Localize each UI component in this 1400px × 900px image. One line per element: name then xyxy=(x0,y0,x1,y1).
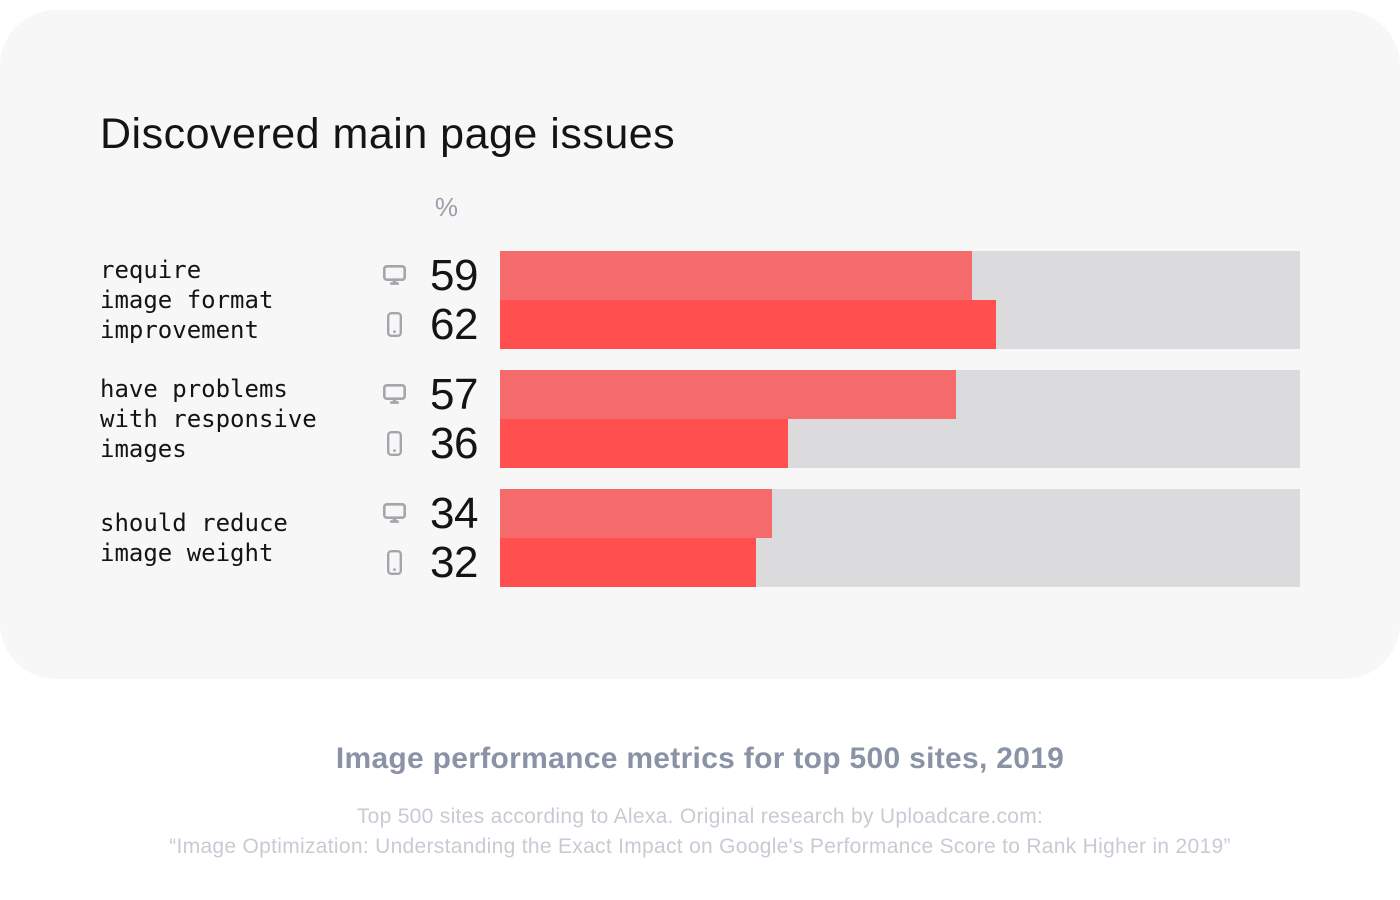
category-label: should reduce image weight xyxy=(100,509,288,567)
chart-group: have problems with responsive images 57 36 xyxy=(0,370,1400,468)
chart-card: Discovered main page issues % require im… xyxy=(0,10,1400,679)
desktop-icon xyxy=(381,370,407,419)
category-label: have problems with responsive images xyxy=(100,375,317,463)
bar-row-mobile: 36 xyxy=(0,419,1400,468)
bar-track xyxy=(500,251,1300,300)
bar-fill-mobile xyxy=(500,300,996,349)
percent-unit-label: % xyxy=(434,192,458,222)
value-label: 32 xyxy=(430,537,478,587)
bar-track xyxy=(500,489,1300,538)
bar-chart: require image format improvement 59 62 have… xyxy=(0,10,1400,690)
bar-fill-mobile xyxy=(500,538,756,587)
footer-caption-line2: “Image Optimization: Understanding the E… xyxy=(169,835,1231,858)
bar-row-mobile: 32 xyxy=(0,538,1400,587)
footer-title: Image performance metrics for top 500 si… xyxy=(335,742,1065,775)
bar-row-desktop: 59 xyxy=(0,251,1400,300)
bar-track xyxy=(500,419,1300,468)
footer-caption-line1: Top 500 sites according to Alexa. Origin… xyxy=(356,805,1044,828)
bar-fill-mobile xyxy=(500,419,788,468)
bar-track xyxy=(500,370,1300,419)
bar-fill-desktop xyxy=(500,489,772,538)
bar-fill-desktop xyxy=(500,251,972,300)
mobile-icon xyxy=(381,419,407,468)
bar-row-mobile: 62 xyxy=(0,300,1400,349)
chart-group: require image format improvement 59 62 xyxy=(0,251,1400,349)
desktop-icon xyxy=(381,251,407,300)
bar-fill-desktop xyxy=(500,370,956,419)
value-label: 57 xyxy=(430,369,478,419)
mobile-icon xyxy=(381,300,407,349)
value-label: 59 xyxy=(430,250,478,300)
value-label: 34 xyxy=(430,488,478,538)
mobile-icon xyxy=(381,538,407,587)
bar-row-desktop: 57 xyxy=(0,370,1400,419)
chart-title: Discovered main page issues xyxy=(100,110,676,158)
value-label: 36 xyxy=(430,418,478,468)
bar-row-desktop: 34 xyxy=(0,489,1400,538)
value-label: 62 xyxy=(430,299,478,349)
bar-track xyxy=(500,538,1300,587)
chart-group: should reduce image weight 34 32 xyxy=(0,489,1400,587)
bar-track xyxy=(500,300,1300,349)
desktop-icon xyxy=(381,489,407,538)
category-label: require image format improvement xyxy=(100,256,274,344)
